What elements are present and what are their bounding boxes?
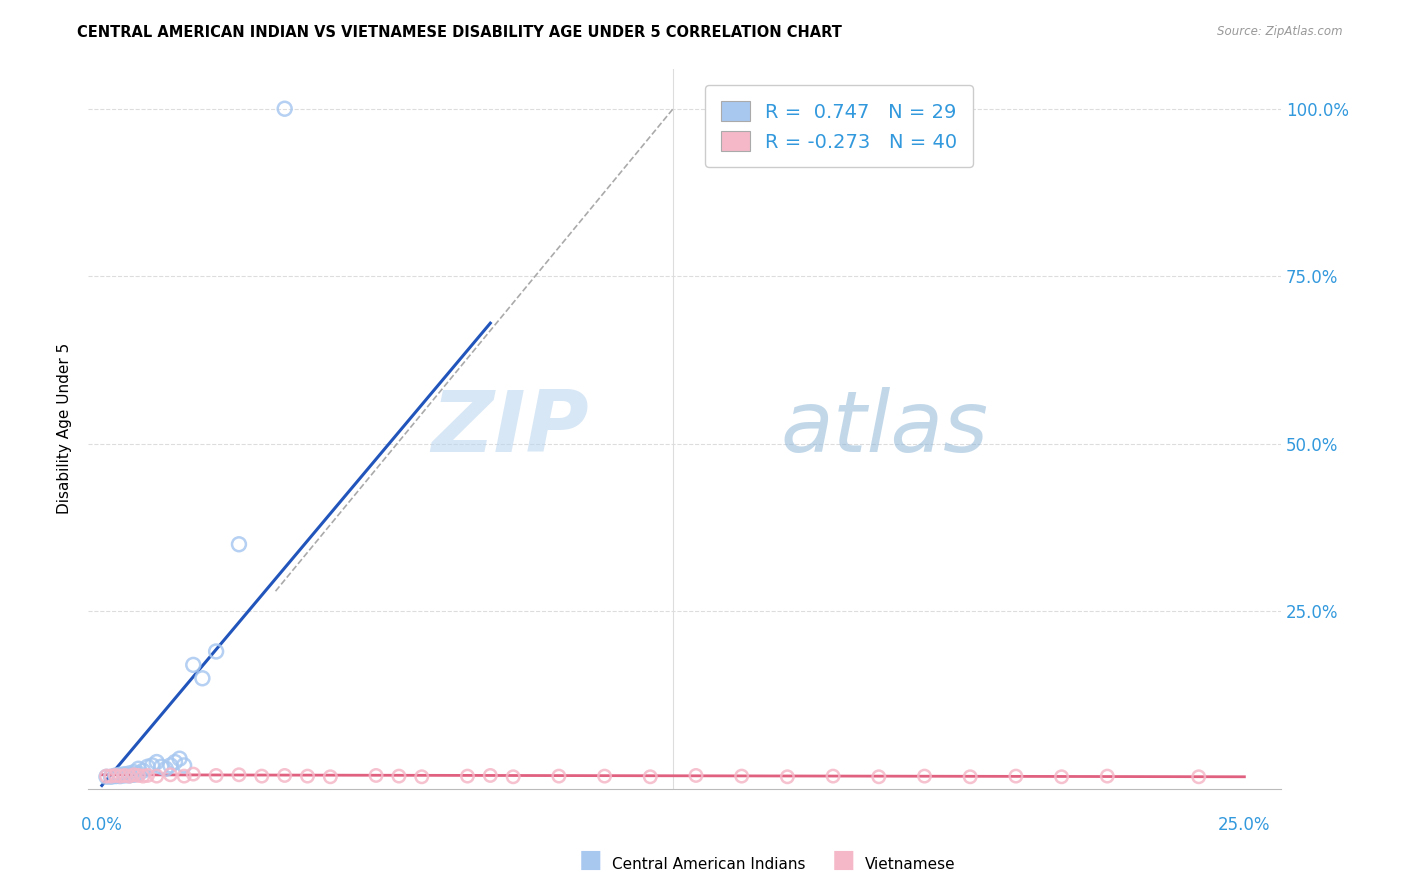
Point — [228, 768, 250, 782]
Point — [319, 770, 342, 784]
Point — [731, 769, 754, 783]
Point — [122, 768, 145, 782]
Point — [108, 769, 131, 783]
Text: Vietnamese: Vietnamese — [865, 857, 955, 872]
Point — [173, 769, 195, 783]
Point — [411, 770, 433, 784]
Point — [100, 769, 122, 783]
Point — [364, 768, 387, 782]
Point — [388, 769, 411, 783]
Text: 25.0%: 25.0% — [1218, 815, 1271, 834]
Text: atlas: atlas — [780, 387, 988, 470]
Point — [118, 766, 141, 780]
Point — [127, 766, 149, 780]
Point — [640, 770, 662, 784]
Point — [155, 762, 177, 776]
Point — [118, 768, 141, 782]
Point — [547, 769, 569, 783]
Point — [776, 770, 799, 784]
Text: Central American Indians: Central American Indians — [612, 857, 806, 872]
Point — [145, 769, 167, 783]
Text: Source: ZipAtlas.com: Source: ZipAtlas.com — [1218, 25, 1343, 38]
Point — [181, 657, 204, 672]
Point — [96, 769, 118, 783]
Point — [479, 768, 502, 782]
Point — [122, 768, 145, 782]
Point — [1097, 769, 1119, 783]
Point — [169, 752, 191, 766]
Point — [104, 768, 127, 782]
Point — [136, 768, 159, 782]
Point — [127, 762, 149, 776]
Point — [502, 770, 524, 784]
Point — [297, 769, 319, 783]
Point — [181, 767, 204, 781]
Point — [104, 768, 127, 782]
Point — [159, 758, 181, 772]
Point — [1188, 770, 1211, 784]
Point — [823, 769, 845, 783]
Y-axis label: Disability Age Under 5: Disability Age Under 5 — [58, 343, 72, 515]
Point — [205, 768, 228, 782]
Point — [114, 768, 136, 782]
Point — [145, 755, 167, 769]
Point — [108, 769, 131, 783]
Point — [104, 769, 127, 783]
Point — [118, 769, 141, 783]
Point — [868, 770, 890, 784]
Point — [914, 769, 936, 783]
Text: CENTRAL AMERICAN INDIAN VS VIETNAMESE DISABILITY AGE UNDER 5 CORRELATION CHART: CENTRAL AMERICAN INDIAN VS VIETNAMESE DI… — [77, 25, 842, 40]
Point — [228, 537, 250, 551]
Point — [132, 769, 155, 783]
Point — [1050, 770, 1073, 784]
Text: ■: ■ — [579, 848, 602, 872]
Point — [132, 764, 155, 778]
Text: 0.0%: 0.0% — [82, 815, 122, 834]
Point — [114, 768, 136, 782]
Point — [108, 768, 131, 782]
Point — [273, 102, 295, 116]
Point — [159, 768, 181, 782]
Point — [100, 770, 122, 784]
Legend: R =  0.747   N = 29, R = -0.273   N = 40: R = 0.747 N = 29, R = -0.273 N = 40 — [704, 86, 973, 168]
Point — [250, 769, 273, 783]
Point — [141, 758, 163, 772]
Point — [959, 770, 981, 784]
Point — [205, 644, 228, 658]
Point — [191, 671, 214, 685]
Point — [685, 768, 707, 782]
Point — [456, 769, 478, 783]
Point — [127, 768, 149, 782]
Text: ZIP: ZIP — [432, 387, 589, 470]
Point — [114, 767, 136, 781]
Point — [122, 765, 145, 780]
Point — [136, 760, 159, 774]
Point — [593, 769, 616, 783]
Point — [163, 755, 186, 769]
Point — [173, 758, 195, 772]
Point — [96, 770, 118, 784]
Point — [150, 760, 173, 774]
Point — [1005, 769, 1028, 783]
Text: ■: ■ — [832, 848, 855, 872]
Point — [273, 768, 295, 782]
